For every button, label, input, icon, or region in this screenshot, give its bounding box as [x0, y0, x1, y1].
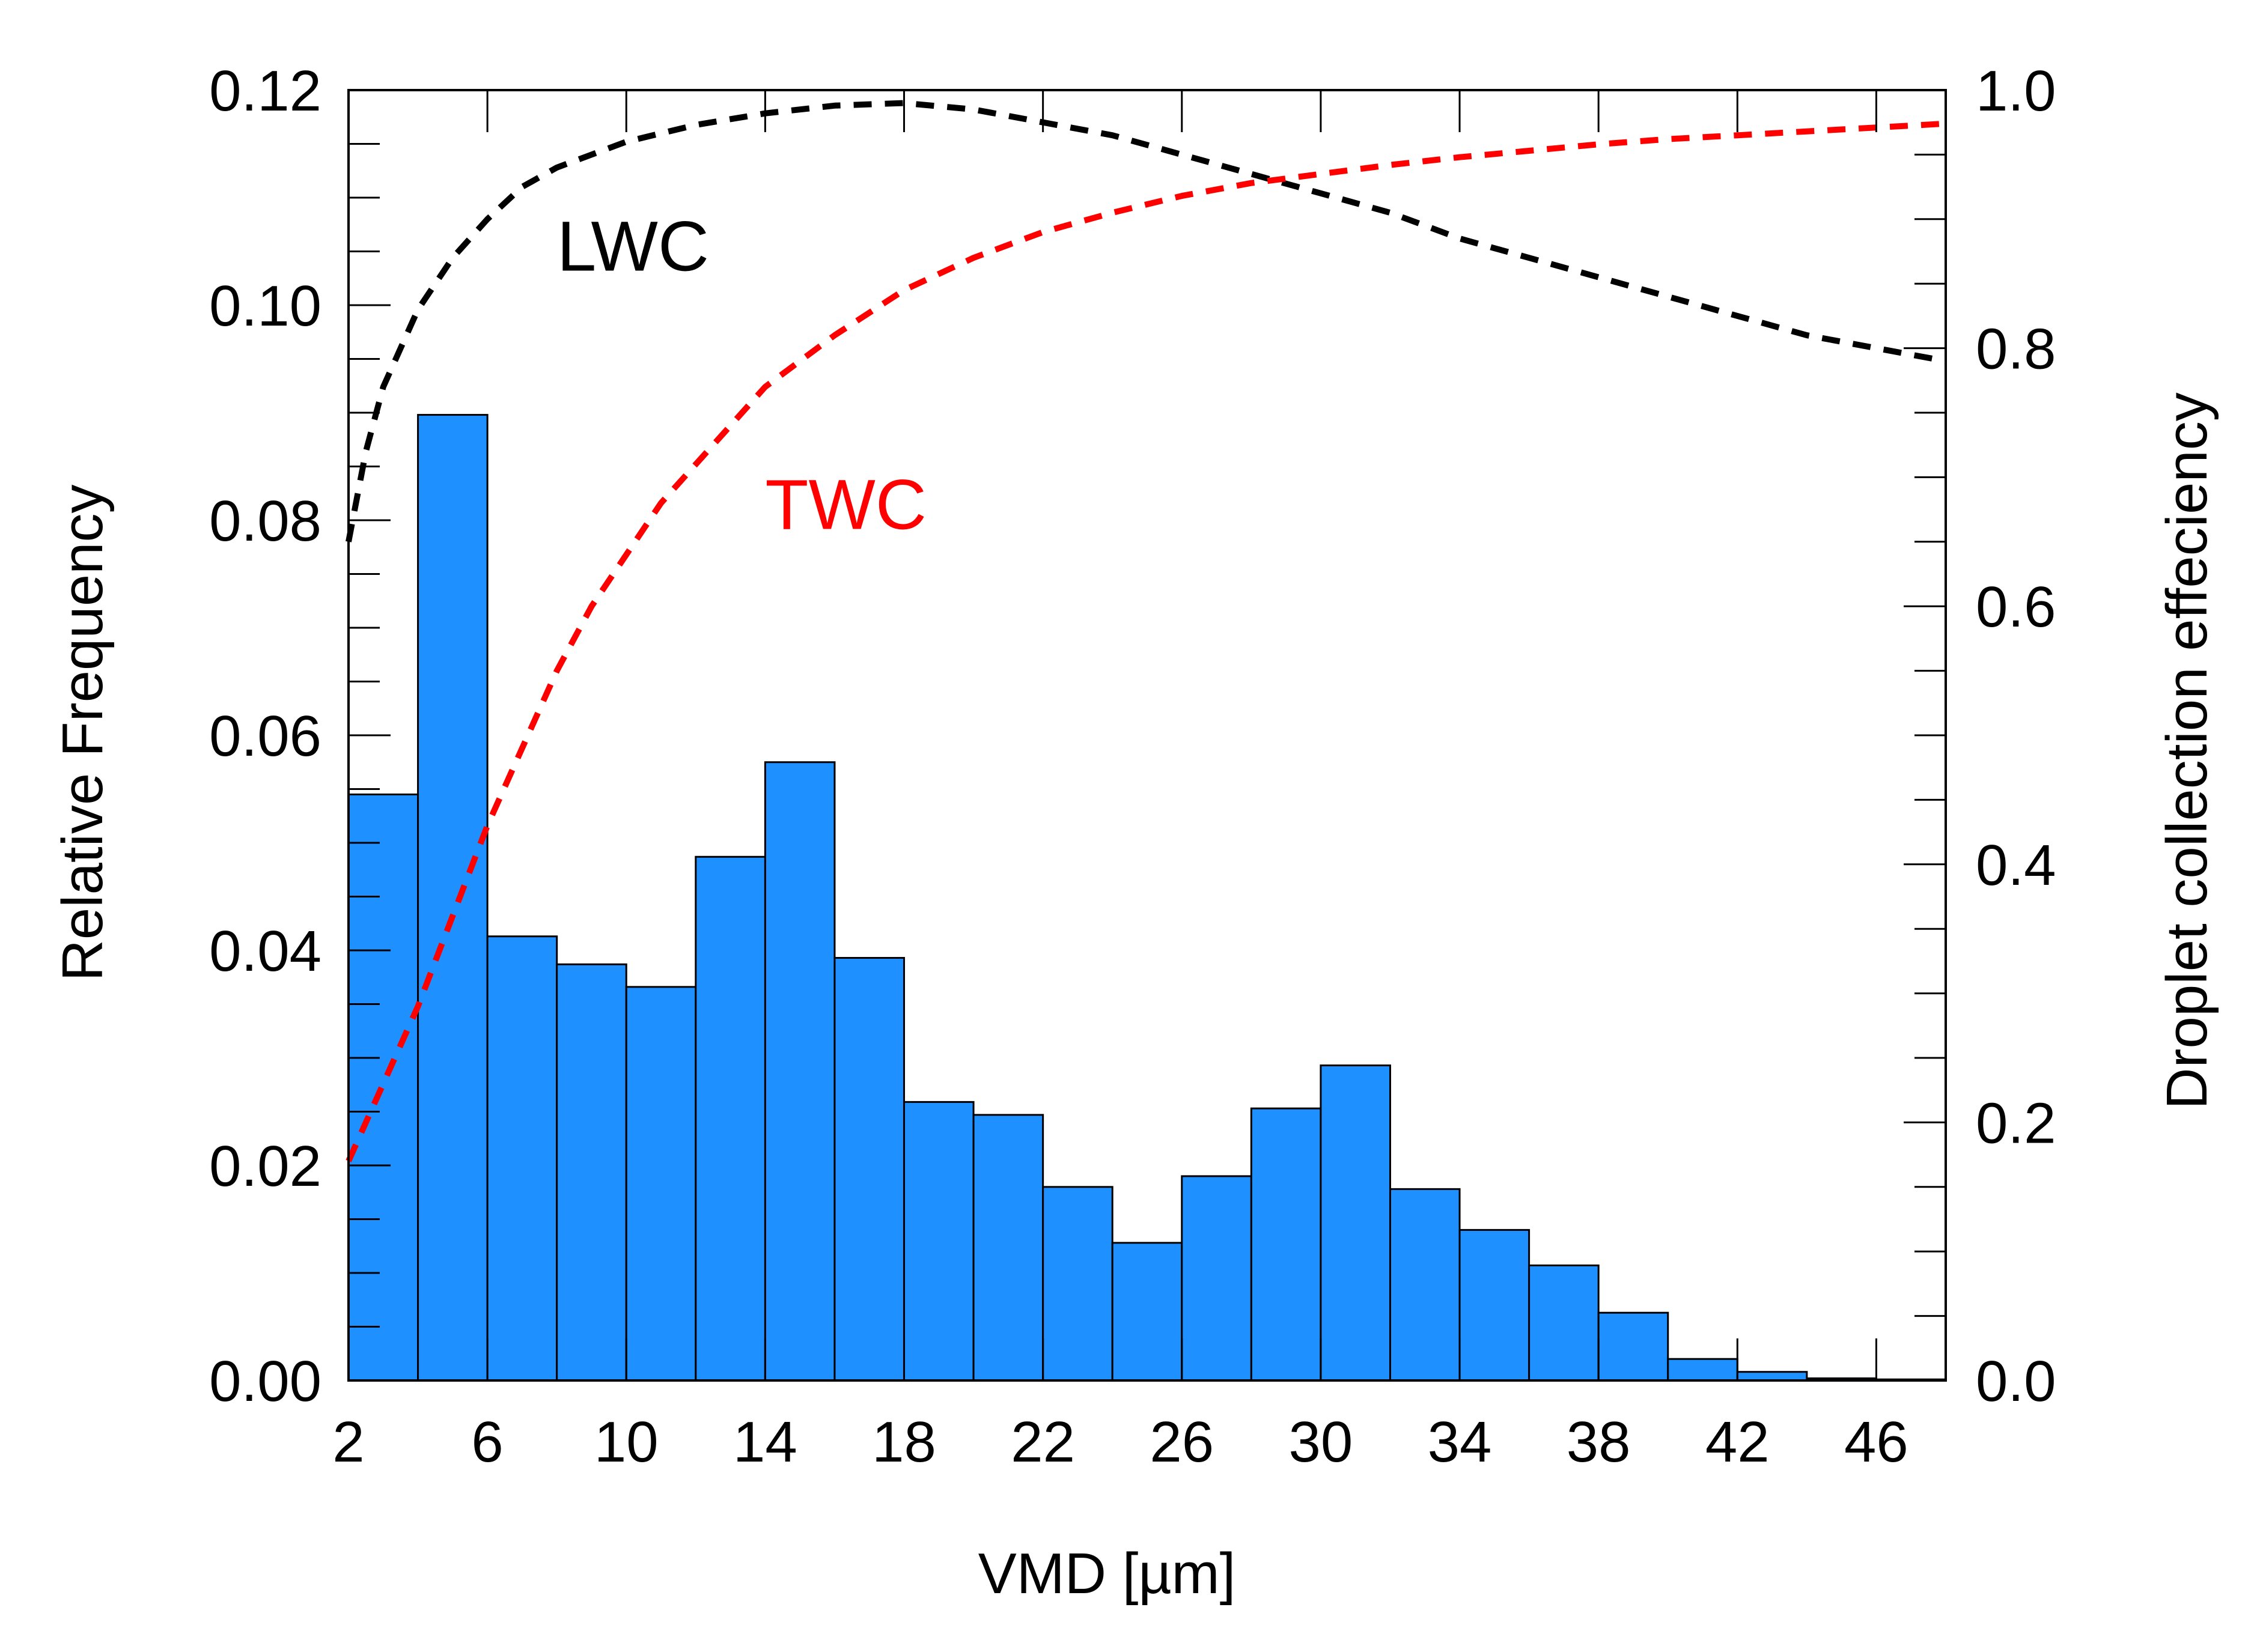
y2-tick-label: 0.0	[1976, 1349, 2056, 1414]
histogram-bar	[347, 793, 419, 1382]
y2-tick-label: 1.0	[1976, 59, 2056, 123]
y2-tick-labels: 0.0 0.2 0.4 0.6 0.8 1.0	[1976, 59, 2056, 1414]
y-tick-label: 0.04	[209, 919, 321, 983]
histogram-bar	[764, 761, 836, 1382]
y-tick-label: 0.10	[209, 274, 321, 338]
histogram-bar	[1250, 1107, 1322, 1382]
x-tick-label: 42	[1705, 1410, 1770, 1474]
y2-tick-label: 0.6	[1976, 575, 2056, 639]
histogram-bar	[903, 1101, 975, 1382]
histogram-bar	[1458, 1228, 1531, 1382]
histogram-bar	[1320, 1064, 1391, 1382]
histogram-bar	[1736, 1371, 1808, 1382]
histogram-bar	[625, 986, 697, 1382]
x-tick-label: 6	[471, 1410, 503, 1474]
x-tick-label: 2	[332, 1410, 364, 1474]
efficiency-curves	[346, 100, 1946, 1162]
x-tick-label: 18	[872, 1410, 936, 1474]
histogram-bar	[556, 963, 627, 1382]
x-tick-label: 34	[1428, 1410, 1492, 1474]
histogram-bar	[833, 957, 906, 1382]
x-tick-label: 46	[1844, 1410, 1908, 1474]
y-tick-label: 0.02	[209, 1134, 321, 1198]
x-tick-label: 26	[1150, 1410, 1214, 1474]
y-axis-label: Relative Frequency	[50, 484, 115, 981]
y-tick-label: 0.00	[209, 1349, 321, 1414]
histogram-bar	[486, 935, 558, 1382]
histogram-bar	[1597, 1311, 1669, 1382]
curve-lwc	[346, 100, 1946, 542]
annotation-lwc: LWC	[557, 207, 709, 287]
histogram-bars	[347, 414, 1947, 1382]
curve-twc	[346, 120, 1946, 1162]
histogram-bar	[1181, 1175, 1252, 1382]
y-tick-label: 0.08	[209, 489, 321, 553]
histogram-bar	[695, 855, 766, 1382]
x-tick-label: 14	[733, 1410, 797, 1474]
y2-tick-label: 0.8	[1976, 317, 2056, 381]
y2-tick-label: 0.2	[1976, 1091, 2056, 1155]
y-tick-labels: 0.00 0.02 0.04 0.06 0.08 0.10 0.12	[209, 59, 321, 1414]
x-tick-label: 10	[594, 1410, 659, 1474]
annotation-twc: TWC	[765, 465, 927, 544]
histogram-bar	[417, 414, 489, 1382]
x-tick-labels: 2 6 10 14 18 22 26 30 34 38 42 46	[332, 1410, 1908, 1474]
histogram-bar	[1111, 1242, 1183, 1382]
histogram-bar	[972, 1114, 1044, 1382]
curve-annotations: LWC TWC	[557, 207, 927, 545]
histogram-bar	[1042, 1186, 1113, 1382]
axis-ticks	[347, 89, 1946, 1382]
histogram-bar	[1389, 1188, 1461, 1382]
x-tick-label: 22	[1011, 1410, 1075, 1474]
x-axis-label: VMD [µm]	[978, 1541, 1236, 1606]
histogram-bar	[1528, 1264, 1600, 1382]
y2-tick-label: 0.4	[1976, 833, 2056, 897]
y-tick-label: 0.12	[209, 59, 321, 123]
y-tick-label: 0.06	[209, 704, 321, 768]
x-tick-label: 38	[1567, 1410, 1631, 1474]
histogram-bar	[1667, 1358, 1738, 1382]
y2-axis-label: Droplet collection effeciency	[2155, 392, 2219, 1110]
x-tick-label: 30	[1289, 1410, 1353, 1474]
